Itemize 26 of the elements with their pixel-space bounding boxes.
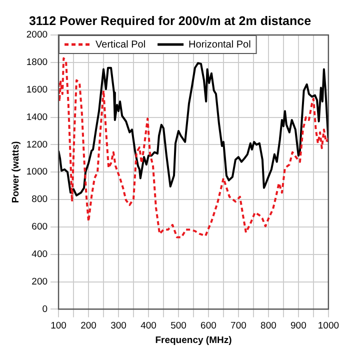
x-axis-title: Frequency (MHz) bbox=[155, 334, 232, 346]
y-tick-label: 1600 bbox=[26, 84, 48, 96]
x-tick-label: 100 bbox=[50, 320, 66, 332]
x-tick-label: 1000 bbox=[318, 320, 340, 332]
y-tick-label: 1400 bbox=[26, 112, 48, 123]
y-axis-title: Power (watts) bbox=[10, 141, 22, 203]
x-tick-label: 900 bbox=[290, 320, 306, 332]
x-tick-label: 800 bbox=[260, 320, 276, 332]
y-tick-label: 2000 bbox=[26, 30, 48, 41]
y-tick-label: 800 bbox=[32, 194, 48, 206]
x-tick-label: 300 bbox=[110, 320, 126, 332]
x-tick-label: 400 bbox=[140, 320, 156, 332]
y-tick-label: 0 bbox=[42, 304, 48, 315]
legend-label: Vertical Pol bbox=[96, 39, 146, 50]
y-tick-label: 1000 bbox=[26, 166, 48, 178]
x-tick-label: 500 bbox=[170, 320, 186, 332]
x-tick-label: 200 bbox=[80, 320, 96, 332]
x-tick-label: 600 bbox=[200, 320, 216, 332]
y-tick-label: 400 bbox=[32, 248, 48, 260]
y-tick-label: 600 bbox=[32, 222, 48, 233]
legend-label: Horizontal Pol bbox=[188, 39, 251, 50]
y-tick-label: 1200 bbox=[26, 139, 48, 150]
y-tick-label: 1800 bbox=[26, 57, 48, 68]
y-tick-label: 200 bbox=[32, 276, 48, 288]
x-tick-label: 700 bbox=[230, 320, 246, 332]
chart-title: 3112 Power Required for 200v/m at 2m distance bbox=[28, 14, 312, 28]
